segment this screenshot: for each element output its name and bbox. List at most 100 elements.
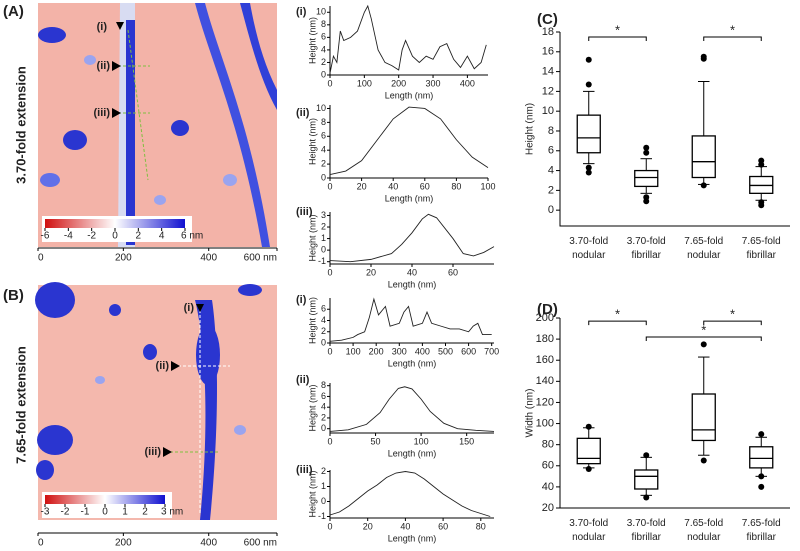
- y-axis-label: Height (nm): [307, 470, 317, 517]
- box: [576, 437, 601, 465]
- significance-bracket: [588, 36, 647, 41]
- y-tick-label: 2: [321, 221, 326, 231]
- box: [634, 469, 659, 490]
- x-tick-label: 400: [460, 78, 475, 88]
- box: [691, 393, 716, 442]
- y-tick-label: 10: [542, 105, 554, 117]
- box: [691, 135, 716, 179]
- y-tick-label: 0: [321, 496, 326, 506]
- outlier: [758, 431, 765, 438]
- profile-line: [329, 297, 492, 342]
- x-tick-label: 60: [420, 181, 430, 191]
- profile-label: (ii): [296, 107, 310, 119]
- y-tick-label: 80: [542, 439, 554, 451]
- y-tick-label: 2: [321, 326, 326, 336]
- outlier: [758, 483, 765, 490]
- y-tick-label: 180: [536, 333, 554, 345]
- significance-label: *: [615, 307, 620, 322]
- marker-label: (i): [184, 302, 195, 314]
- outlier: [700, 182, 707, 189]
- x-axis-label: Length (nm): [388, 533, 437, 543]
- x-axis-label: Length (nm): [388, 358, 437, 368]
- x-axis-label: Length (nm): [385, 193, 434, 203]
- y-tick-label: -1: [318, 511, 326, 521]
- significance-bracket: [703, 320, 762, 326]
- x-tick-label: 0: [327, 267, 332, 277]
- x-axis-label: Length (nm): [385, 90, 434, 100]
- y-tick-label: 0: [321, 245, 326, 255]
- category-label: 3.70-fold nodular: [569, 518, 608, 543]
- category-label: 7.65-fold fibrillar: [742, 518, 781, 543]
- y-axis-label: Height (nm): [307, 384, 317, 431]
- x-tick-label: 80: [476, 521, 486, 531]
- y-tick-label: 4: [321, 315, 326, 325]
- axis: [329, 470, 494, 519]
- colorbar-tick-label: -6: [41, 231, 50, 242]
- y-tick-label: 14: [542, 65, 554, 77]
- x-tick-label: 600: [461, 346, 476, 356]
- significance-label: *: [615, 22, 620, 37]
- y-tick-label: 0: [321, 423, 326, 433]
- outlier: [700, 55, 707, 62]
- y-tick-label: 40: [542, 481, 554, 493]
- y-tick-label: 6: [321, 131, 326, 141]
- x-tick-label: 60: [438, 521, 448, 531]
- x-tick-label: 200: [369, 346, 384, 356]
- y-tick-label: 100: [536, 417, 554, 429]
- significance-bracket: [588, 320, 647, 326]
- box: [576, 114, 601, 154]
- x-tick-label: 100: [480, 181, 495, 191]
- marker-label: (iii): [94, 107, 111, 119]
- outlier: [585, 423, 592, 430]
- outlier: [758, 202, 765, 209]
- profile-label: (i): [296, 6, 307, 18]
- x-tick-label: 100: [357, 78, 372, 88]
- outlier: [643, 149, 650, 156]
- colorbar-tick-label: -1: [81, 507, 90, 518]
- profile-line: [329, 106, 489, 175]
- y-tick-label: 200: [536, 312, 554, 324]
- y-tick-label: 8: [321, 19, 326, 29]
- x-tick-label: 100: [346, 346, 361, 356]
- y-tick-label: 2: [321, 158, 326, 168]
- x-tick-label: 80: [451, 181, 461, 191]
- outlier: [643, 452, 650, 459]
- x-tick-label: 300: [392, 346, 407, 356]
- scale-tick-label: 600 nm: [244, 538, 277, 549]
- colorbar-tick-label: 6 nm: [181, 231, 203, 242]
- profile-line: [329, 386, 495, 432]
- outlier: [585, 465, 592, 472]
- outlier: [585, 169, 592, 176]
- marker-label: (i): [97, 21, 108, 33]
- colorbar-tick-label: 2: [142, 507, 148, 518]
- colorbar-tick-label: 0: [112, 231, 118, 242]
- y-tick-label: 1: [321, 481, 326, 491]
- x-tick-label: 0: [327, 346, 332, 356]
- y-tick-label: 8: [321, 117, 326, 127]
- y-tick-label: 8: [321, 380, 326, 390]
- x-tick-label: 400: [415, 346, 430, 356]
- scale-tick-label: 400: [200, 253, 217, 264]
- x-tick-label: 0: [327, 78, 332, 88]
- significance-bracket: [645, 336, 762, 341]
- y-tick-label: 10: [316, 7, 326, 17]
- outlier: [643, 198, 650, 205]
- y-axis-label: Height (nm): [307, 214, 317, 261]
- outlier: [585, 81, 592, 88]
- y-tick-label: 12: [542, 85, 554, 97]
- colorbar-tick-label: 4: [159, 231, 165, 242]
- category-label: 7.65-fold nodular: [684, 236, 723, 261]
- y-tick-label: 140: [536, 375, 554, 387]
- y-tick-label: 0: [321, 69, 326, 79]
- y-tick-label: 4: [321, 44, 326, 54]
- panel-label: (C): [537, 11, 558, 28]
- x-tick-label: 40: [407, 267, 417, 277]
- x-tick-label: 0: [327, 181, 332, 191]
- y-tick-label: 2: [321, 466, 326, 476]
- outlier: [700, 341, 707, 348]
- outlier: [585, 164, 592, 171]
- scale-tick-label: 0: [38, 253, 44, 264]
- significance-bracket: [703, 36, 762, 41]
- x-tick-label: 0: [327, 521, 332, 531]
- y-tick-label: 3: [321, 210, 326, 220]
